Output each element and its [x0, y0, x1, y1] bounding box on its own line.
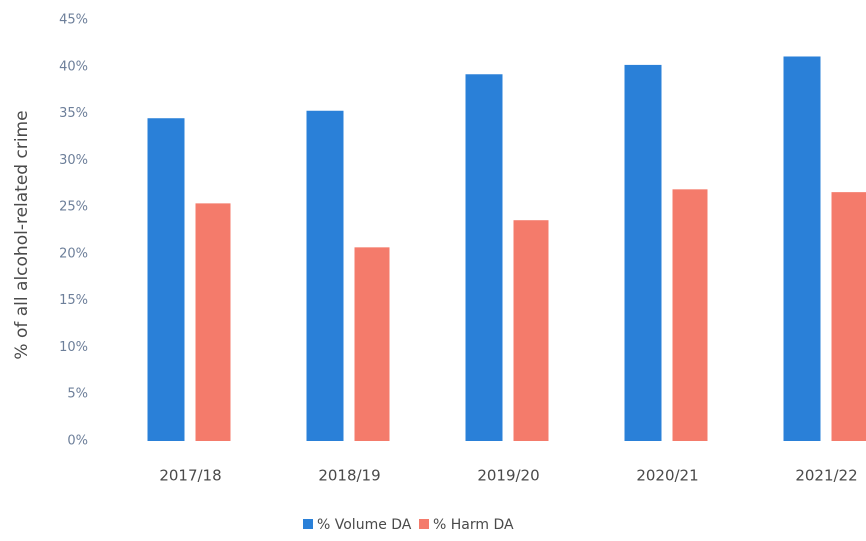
bar	[306, 110, 344, 441]
y-tick-label: 30%	[59, 153, 88, 168]
legend-label: % Harm DA	[433, 517, 514, 533]
legend-swatch	[419, 519, 429, 529]
y-axis-title: % of all alcohol-related crime	[12, 110, 32, 359]
y-tick-label: 35%	[59, 106, 88, 121]
bar	[465, 74, 503, 442]
x-tick-label: 2017/18	[159, 467, 221, 485]
y-tick-label: 5%	[67, 387, 88, 402]
legend-label: % Volume DA	[317, 517, 412, 533]
bar	[147, 118, 185, 441]
x-tick-label: 2021/22	[795, 467, 857, 485]
bar	[783, 56, 821, 442]
legend-swatch	[303, 519, 313, 529]
y-tick-label: 25%	[59, 200, 88, 215]
x-tick-label: 2018/19	[318, 467, 380, 485]
y-tick-label: 45%	[59, 13, 88, 28]
y-tick-label: 0%	[67, 434, 88, 449]
x-tick-label: 2020/21	[636, 467, 698, 485]
bar	[354, 247, 390, 441]
bar	[831, 192, 866, 441]
bar	[624, 64, 662, 441]
y-tick-label: 40%	[59, 59, 88, 74]
bar	[672, 189, 708, 441]
y-tick-label: 10%	[59, 340, 88, 355]
bar	[195, 203, 231, 441]
bar	[513, 220, 549, 441]
y-tick-label: 20%	[59, 246, 88, 261]
y-tick-label: 15%	[59, 293, 88, 308]
x-tick-label: 2019/20	[477, 467, 539, 485]
